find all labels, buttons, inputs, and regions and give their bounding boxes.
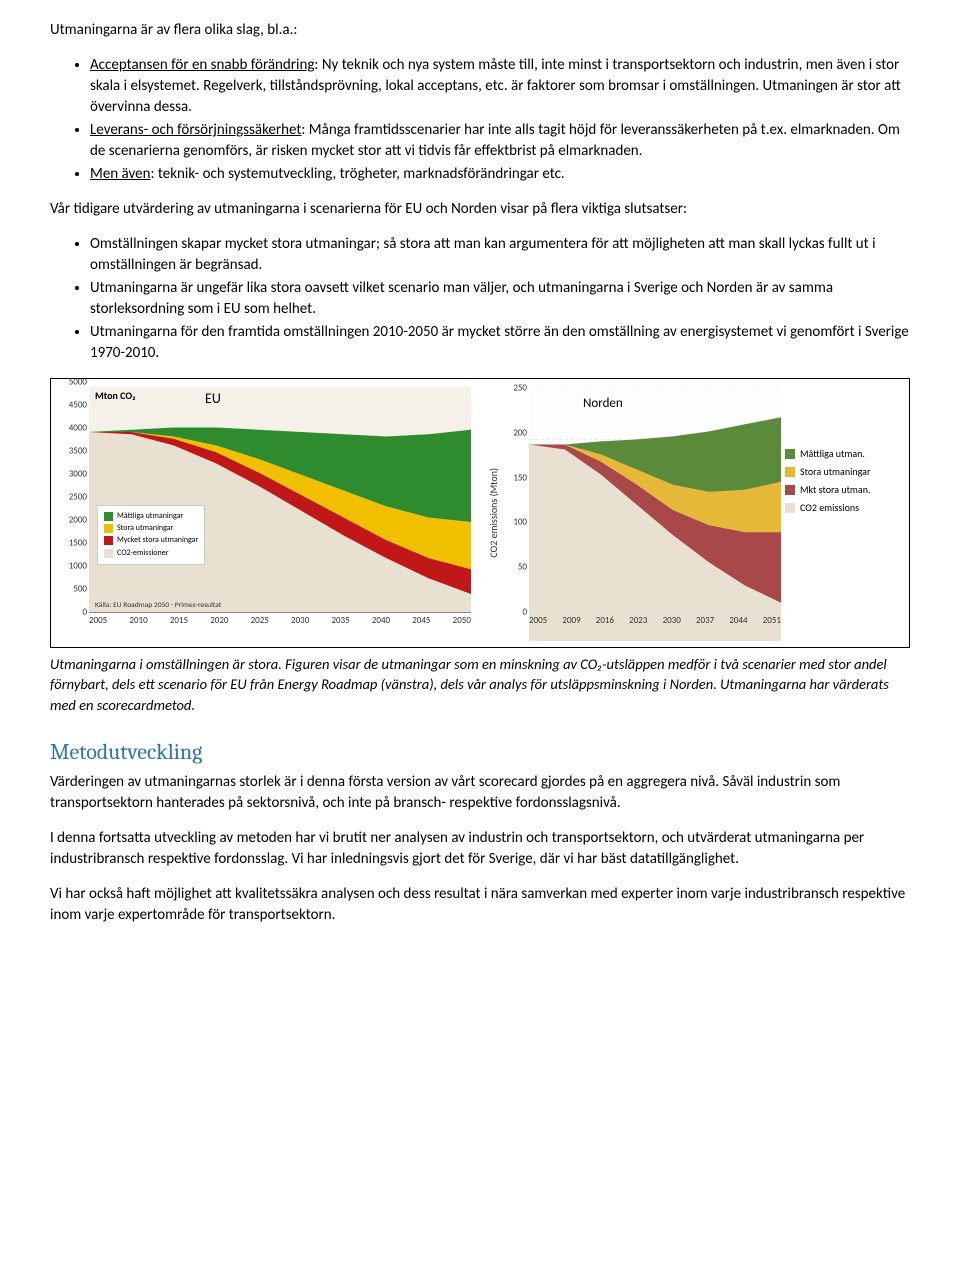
para-2: Vår tidigare utvärdering av utmaningarna… [50,199,910,220]
chart-norden: CO2 emissions (Mton) Norden 050100150200… [485,383,905,643]
bullet-item: Acceptansen för en snabb förändring: Ny … [90,55,910,118]
bullet-item: Utmaningarna för den framtida omställnin… [90,322,910,364]
chart-norden-xaxis: 20052009201620232030203720442051 [529,615,781,629]
chart-eu-legend: Måttliga utmaningarStora utmaningarMycke… [97,505,205,565]
figure-container: Mton CO₂ EU 0500100015002000250030003500… [50,378,910,648]
chart-eu-source: Källa: EU Roadmap 2050 - Primes-resultat [95,601,221,612]
bullet-list-1: Acceptansen för en snabb förändring: Ny … [50,55,910,185]
bullet-item: Leverans- och försörjningssäkerhet: Mång… [90,120,910,162]
chart-norden-ylabel: CO2 emissions (Mton) [485,468,503,558]
para-3: Värderingen av utmaningarnas storlek är … [50,772,910,814]
bullet-list-2: Omställningen skapar mycket stora utmani… [50,234,910,364]
chart-eu-plot [89,387,471,613]
para-5: Vi har också haft möjlighet att kvalitet… [50,884,910,926]
section-heading: Metodutveckling [50,737,910,768]
chart-norden-title: Norden [583,395,623,413]
para-4: I denna fortsatta utveckling av metoden … [50,828,910,870]
bullet-item: Utmaningarna är ungefär lika stora oavse… [90,278,910,320]
chart-eu-xaxis: 2005201020152020202520302035204020452050 [89,615,471,629]
chart-norden-plot [529,389,781,613]
bullet-item: Omställningen skapar mycket stora utmani… [90,234,910,276]
chart-norden-legend: Måttliga utman.Stora utmaningarMkt stora… [785,383,905,643]
chart-eu: Mton CO₂ EU 0500100015002000250030003500… [55,383,475,643]
chart-eu-title: EU [205,389,221,409]
chart-eu-unit: Mton CO₂ [95,389,135,403]
chart-norden-yaxis: 050100150200250 [503,389,529,613]
figure-caption: Utmaningarna i omställningen är stora. F… [50,654,910,715]
intro-text: Utmaningarna är av flera olika slag, bl.… [50,20,910,41]
chart-eu-yaxis: 0500100015002000250030003500400045005000 [55,383,89,613]
bullet-item: Men även: teknik- och systemutveckling, … [90,164,910,185]
